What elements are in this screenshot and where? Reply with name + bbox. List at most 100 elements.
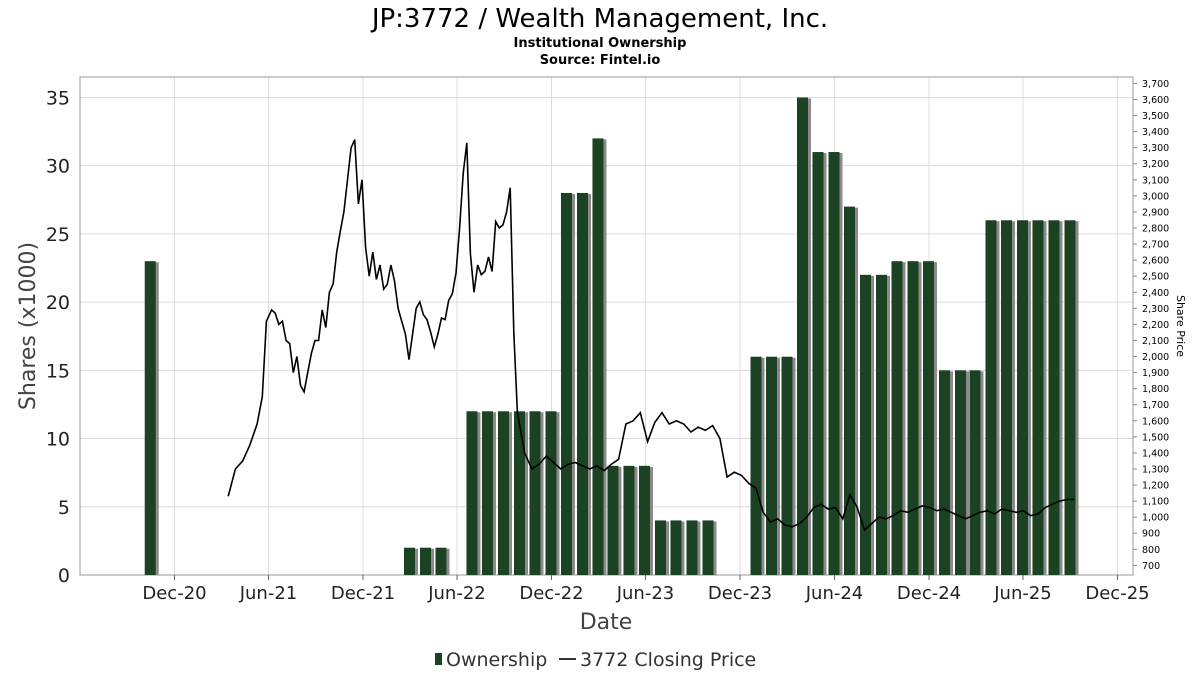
ownership-bar [891, 261, 903, 575]
legend: Ownership 3772 Closing Price [435, 649, 756, 671]
y2-tick-label: 2,900 [1142, 207, 1169, 218]
ownership-bar [781, 356, 793, 575]
ownership-bar [607, 465, 619, 575]
ownership-bars [144, 97, 1079, 576]
ownership-bar [403, 547, 415, 575]
x-tick-label: Dec-21 [331, 583, 395, 604]
ownership-bar [576, 192, 588, 575]
ownership-bar [545, 411, 557, 575]
y-tick-label: 25 [46, 224, 70, 246]
y2-tick-label: 1,600 [1142, 416, 1169, 427]
x-axis-label: Date [580, 610, 633, 635]
ownership-bar [1064, 220, 1076, 576]
ownership-bar [843, 206, 855, 575]
ownership-bar [1048, 220, 1060, 576]
ownership-bar [985, 220, 997, 576]
ownership-bar [859, 274, 871, 575]
chart-subtitle: Institutional Ownership [514, 36, 687, 51]
y2-tick-label: 700 [1142, 561, 1160, 572]
ownership-bar [670, 520, 682, 575]
x-tick-label: Dec-23 [708, 583, 772, 604]
ownership-bar [969, 370, 981, 575]
ownership-bar [513, 411, 525, 575]
legend-ownership-swatch [435, 653, 442, 665]
ownership-bar [796, 97, 808, 575]
y2-tick-label: 900 [1142, 529, 1160, 540]
closing-price-line [227, 139, 1075, 532]
y-tick-label: 15 [46, 360, 70, 382]
y-tick-label: 10 [46, 429, 70, 451]
ownership-bar [765, 356, 777, 575]
x-tick-label: Jun-21 [239, 583, 298, 604]
y2-tick-label: 2,700 [1142, 240, 1169, 251]
ownership-bar [466, 411, 478, 575]
ownership-bar [812, 152, 824, 576]
ownership-bar [481, 411, 493, 575]
y-tick-label: 20 [46, 292, 70, 314]
y2-tick-label: 2,500 [1142, 272, 1169, 283]
x-tick-label: Dec-20 [142, 583, 206, 604]
y2-tick-label: 1,800 [1142, 384, 1169, 395]
y-tick-label: 35 [46, 87, 70, 109]
legend-price-label: 3772 Closing Price [580, 649, 756, 671]
ownership-bar [1016, 220, 1028, 576]
y2-tick-label: 1,200 [1142, 481, 1169, 492]
x-tick-label: Jun-22 [427, 583, 486, 604]
x-tick-label: Jun-23 [616, 583, 675, 604]
ownership-bar [654, 520, 666, 575]
y2-tick-label: 1,000 [1142, 513, 1169, 524]
x-tick-label: Jun-25 [993, 583, 1052, 604]
y2-tick-label: 3,000 [1142, 191, 1169, 202]
y2-tick-label: 2,000 [1142, 352, 1169, 363]
y2-tick-label: 1,900 [1142, 368, 1169, 379]
ownership-bar [529, 411, 541, 575]
y2-tick-label: 1,400 [1142, 448, 1169, 459]
legend-ownership-label: Ownership [446, 649, 547, 671]
ownership-bar [875, 274, 887, 575]
y2-tick-label: 3,100 [1142, 175, 1169, 186]
ownership-bar [955, 370, 967, 575]
chart-title: JP:3772 / Wealth Management, Inc. [370, 4, 828, 34]
plot-area [79, 76, 1134, 576]
ownership-bar [702, 520, 714, 575]
ownership-bar [828, 152, 840, 576]
chart-source: Source: Fintel.io [540, 53, 661, 68]
y2-tick-label: 3,700 [1142, 79, 1169, 90]
y2-tick-label: 2,100 [1142, 336, 1169, 347]
y2-tick-label: 3,300 [1142, 143, 1169, 154]
ownership-bar [144, 261, 156, 575]
y2-tick-label: 2,300 [1142, 304, 1169, 315]
x-tick-label: Dec-22 [519, 583, 583, 604]
y2-tick-label: 2,600 [1142, 256, 1169, 267]
y-tick-label: 0 [58, 565, 70, 587]
ownership-bar [497, 411, 509, 575]
y2-tick-label: 3,400 [1142, 127, 1169, 138]
ownership-bar [560, 192, 572, 575]
y2-tick-label: 3,500 [1142, 111, 1169, 122]
left-axis-ticks: 0 5 10 15 20 25 30 35 [46, 87, 70, 587]
y-axis-label: Shares (x1000) [16, 242, 41, 410]
ownership-bar [435, 547, 447, 575]
ownership-bar [907, 261, 919, 575]
ownership-bar [638, 465, 650, 575]
y2-tick-label: 1,300 [1142, 464, 1169, 475]
y2-axis-label: Share Price [1174, 295, 1187, 357]
ownership-bar [592, 138, 604, 575]
ownership-bar [750, 356, 762, 575]
y2-tick-label: 1,500 [1142, 432, 1169, 443]
x-tick-label: Dec-24 [897, 583, 961, 604]
ownership-bar [939, 370, 951, 575]
ownership-bar [1032, 220, 1044, 576]
y-tick-label: 5 [58, 497, 70, 519]
y2-tick-label: 2,200 [1142, 320, 1169, 331]
y2-tick-label: 2,400 [1142, 288, 1169, 299]
y-tick-label: 30 [46, 156, 70, 178]
right-axis-ticks: 700 800 900 1,000 1,100 1,200 1,300 1,400 1,500 1… [1133, 79, 1169, 572]
x-tick-label: Jun-24 [805, 583, 864, 604]
ownership-bar [419, 547, 431, 575]
ownership-bar [922, 261, 934, 575]
y2-tick-label: 1,700 [1142, 400, 1169, 411]
y2-tick-label: 3,600 [1142, 95, 1169, 106]
